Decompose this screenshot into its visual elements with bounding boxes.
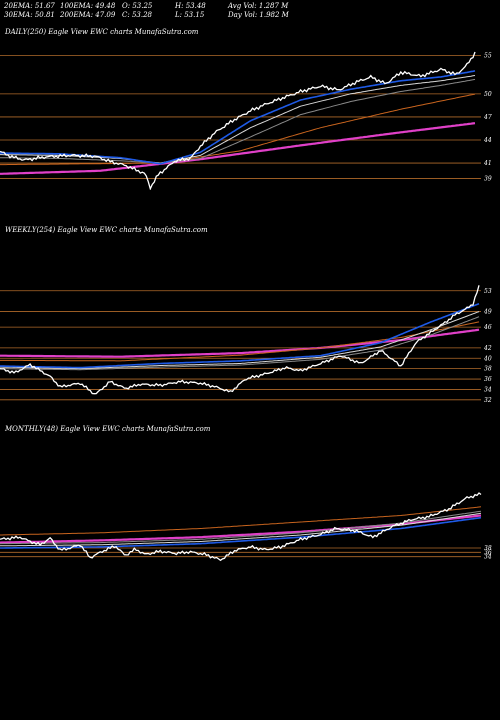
price-line <box>0 285 480 395</box>
y-tick-label: 34 <box>484 554 492 561</box>
open-value: O: 53.25 <box>122 2 153 10</box>
monthly-chart-title: MONTHLY(48) Eagle View EWC charts Munafa… <box>5 425 211 433</box>
series-ema20-line <box>0 516 482 549</box>
ema30-value: 30EMA: 50.81 <box>4 11 55 19</box>
y-tick-label: 38 <box>484 366 492 373</box>
ema200-value: 200EMA: 47.09 <box>60 11 116 19</box>
price-line <box>0 51 476 190</box>
day-volume-value: Day Vol: 1.982 M <box>228 11 289 19</box>
y-tick-label: 49 <box>483 309 492 316</box>
series-ema50-line <box>0 78 476 164</box>
avg-volume-value: Avg Vol: 1.287 M <box>228 2 289 10</box>
series-ema100-line <box>0 93 476 166</box>
y-tick-label: 50 <box>484 91 492 98</box>
close-value: C: 53.28 <box>122 11 152 19</box>
series-ema200-line <box>0 328 480 358</box>
y-tick-label: 47 <box>483 114 492 121</box>
series-ema30-line <box>0 311 480 370</box>
high-value: H: 53.48 <box>175 2 206 10</box>
series-ema100-line <box>0 321 480 362</box>
y-tick-label: 41 <box>483 160 492 167</box>
weekly-chart-title: WEEKLY(254) Eagle View EWC charts Munafa… <box>5 226 208 234</box>
price-line <box>0 492 482 562</box>
daily-chart-title: DAILY(250) Eagle View EWC charts MunafaS… <box>5 28 199 36</box>
series-ema50-line <box>0 316 480 371</box>
low-value: L: 53.15 <box>175 11 205 19</box>
ema20-value: 20EMA: 51.67 <box>4 2 55 10</box>
weekly-chart: 53 49 46 42 40 38 36 34 32 <box>0 285 492 404</box>
y-tick-label: 36 <box>484 376 492 383</box>
ema100-value: 100EMA: 49.48 <box>60 2 116 10</box>
y-tick-label: 32 <box>484 397 492 404</box>
y-tick-label: 46 <box>483 324 492 331</box>
y-tick-label: 39 <box>484 175 492 182</box>
indicator-header: 20EMA: 51.67 30EMA: 50.81 100EMA: 49.48 … <box>0 0 500 20</box>
series-ema200-line <box>0 514 482 544</box>
y-tick-label: 44 <box>483 137 492 144</box>
series-ema200-line <box>0 122 476 175</box>
y-tick-label: 38 <box>484 545 492 552</box>
daily-chart: 55 50 47 44 41 39 <box>0 51 492 190</box>
y-tick-label: 55 <box>484 52 492 59</box>
series-ema20-line <box>0 303 480 369</box>
series-ema30-line <box>0 512 482 547</box>
series-ema100-line <box>0 506 482 536</box>
y-tick-label: 40 <box>483 355 492 362</box>
y-tick-label: 53 <box>484 288 492 295</box>
series-ema20-line <box>0 70 476 165</box>
y-tick-label: 34 <box>484 386 492 393</box>
y-tick-label: 36 <box>484 549 492 556</box>
y-tick-label: 42 <box>483 345 492 352</box>
